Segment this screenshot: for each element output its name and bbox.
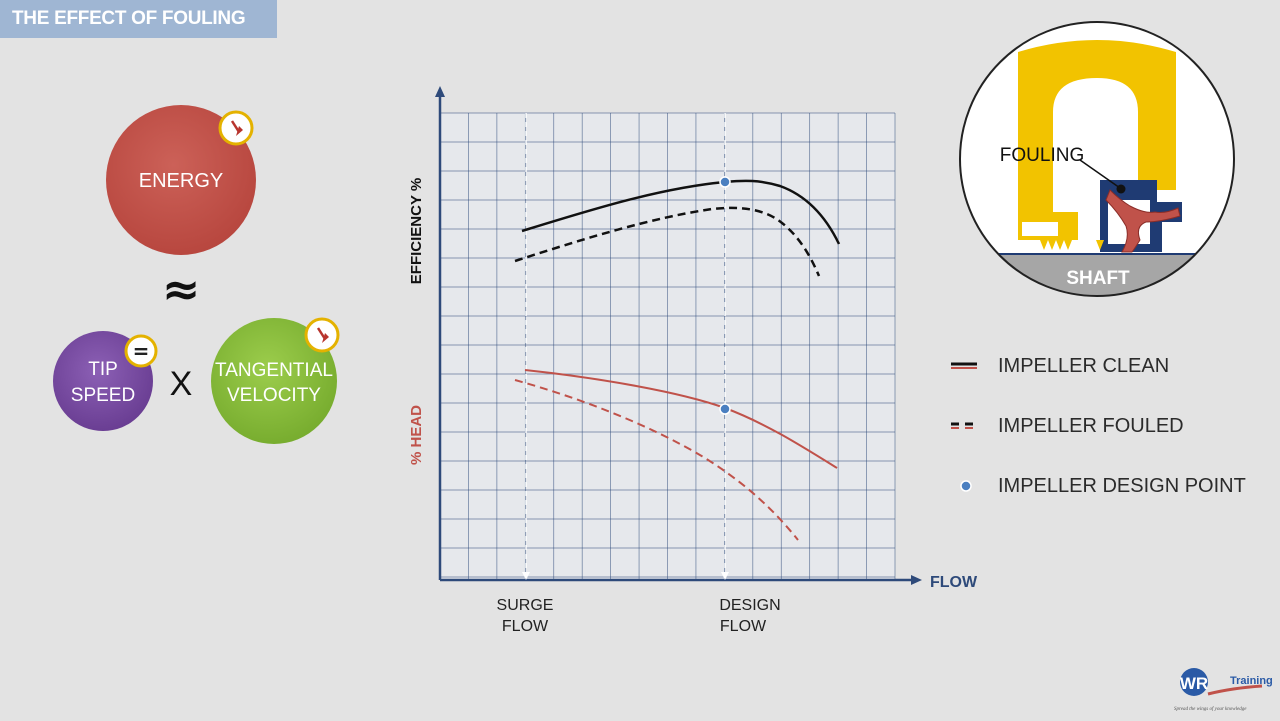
design-point-efficiency xyxy=(719,176,731,188)
energy-label: ENERGY xyxy=(139,170,223,192)
fouling-label: FOULING xyxy=(1000,145,1084,166)
dot-marker-icon xyxy=(960,480,972,492)
design-flow-label-1: DESIGN xyxy=(719,597,780,614)
solid-line-marker-icon xyxy=(951,362,977,369)
equals-badge: = xyxy=(133,339,150,363)
legend-item-fouled: IMPELLER FOULED xyxy=(950,411,1184,441)
tangential-line2: VELOCITY xyxy=(227,385,321,406)
down-arrow-dial-icon xyxy=(304,317,340,353)
head-fouled-curve xyxy=(514,379,799,541)
page-title: THE EFFECT OF FOULING xyxy=(0,0,277,38)
impeller-diagram: FOULING SHAFT xyxy=(959,21,1235,297)
chart-axes xyxy=(435,86,922,585)
equals-badge-icon: = xyxy=(124,334,158,368)
surge-flow-label-2: FLOW xyxy=(502,618,549,635)
legend-label-fouled: IMPELLER FOULED xyxy=(998,414,1184,437)
impeller-shape xyxy=(1018,40,1176,212)
energy-bubble: ENERGY xyxy=(106,105,256,255)
flow-axis-label: FLOW xyxy=(930,574,978,591)
down-arrow-dial-icon xyxy=(218,110,254,146)
surge-flow-guide xyxy=(522,113,530,580)
design-flow-guide xyxy=(721,113,729,580)
legend-label-clean: IMPELLER CLEAN xyxy=(998,354,1170,377)
design-point-head xyxy=(719,403,731,415)
legend-item-clean: IMPELLER CLEAN xyxy=(950,351,1169,381)
logo-word: Training xyxy=(1230,675,1272,687)
approx-symbol: ≈ xyxy=(162,262,201,316)
wr-training-logo: WR Training Spread the wings of your kno… xyxy=(1172,664,1273,716)
chart-grid xyxy=(439,112,896,580)
tangential-velocity-bubble: TANGENTIAL VELOCITY xyxy=(211,318,337,444)
logo-letters: WR xyxy=(1180,674,1208,693)
tip-speed-line2: SPEED xyxy=(71,385,135,406)
dashed-line-marker-icon xyxy=(951,422,977,429)
design-flow-label-2: FLOW xyxy=(720,618,767,635)
legend-label-design-point: IMPELLER DESIGN POINT xyxy=(998,474,1246,497)
efficiency-axis-label: EFFICIENCY % xyxy=(408,178,425,284)
tip-speed-line1: TIP xyxy=(88,359,118,380)
logo-tagline: Spread the wings of your knowledge xyxy=(1174,707,1247,712)
surge-flow-label-1: SURGE xyxy=(497,597,554,614)
efficiency-clean-curve xyxy=(521,179,841,245)
times-symbol: X xyxy=(170,365,193,403)
tangential-line1: TANGENTIAL xyxy=(215,360,333,381)
shaft-label: SHAFT xyxy=(1066,268,1130,289)
legend-item-design-point: IMPELLER DESIGN POINT xyxy=(950,471,1246,501)
head-axis-label: % HEAD xyxy=(408,405,425,465)
